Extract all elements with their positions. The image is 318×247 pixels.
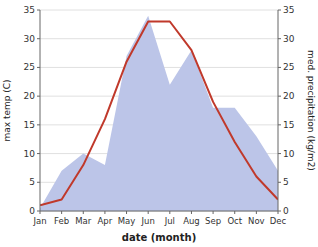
y2-tick-label: 35 — [283, 5, 294, 15]
x-tick-label: Aug — [183, 216, 200, 226]
y-tick-label: 35 — [24, 5, 35, 15]
y2-tick-label: 20 — [283, 91, 295, 101]
y-axis — [40, 10, 41, 211]
x-tick — [278, 211, 279, 214]
y2-axis — [278, 10, 279, 211]
y-tick-label: 25 — [24, 62, 35, 72]
x-tick-label: Mar — [75, 216, 92, 226]
y2-tick-label: 15 — [283, 120, 294, 130]
y-axis-label: max temp (C) — [2, 79, 12, 141]
x-tick — [126, 211, 127, 214]
y-tick-label: 10 — [24, 149, 36, 159]
grid-line — [40, 211, 278, 212]
y-tick-label: 20 — [24, 91, 36, 101]
x-tick-label: Dec — [270, 216, 287, 226]
x-tick — [169, 211, 170, 214]
x-tick — [104, 211, 105, 214]
y2-axis-label: med. precipitation (kg/m2) — [306, 50, 316, 171]
temp-line — [40, 21, 278, 205]
x-tick-label: Feb — [54, 216, 69, 226]
y-tick-label: 15 — [24, 120, 35, 130]
x-tick — [83, 211, 84, 214]
x-tick — [61, 211, 62, 214]
y-tick-label: 0 — [29, 206, 35, 216]
grid-line — [40, 10, 278, 11]
precip-area — [40, 16, 278, 211]
x-tick — [191, 211, 192, 214]
x-tick-label: Jan — [32, 216, 46, 226]
x-tick-label: Sep — [205, 216, 221, 226]
x-tick — [148, 211, 149, 214]
x-tick-label: Apr — [98, 216, 113, 226]
plot-area — [40, 16, 278, 211]
x-tick-label: Jul — [164, 216, 175, 226]
y2-tick-label: 30 — [283, 34, 295, 44]
grid — [40, 10, 278, 211]
x-tick-label: Jun — [141, 216, 155, 226]
y2-tick-label: 5 — [283, 177, 289, 187]
x-tick-label: Oct — [227, 216, 242, 226]
x-tick-label: Nov — [248, 216, 265, 226]
y2-tick-label: 0 — [283, 206, 289, 216]
grid-line — [40, 38, 278, 39]
x-tick — [213, 211, 214, 214]
x-axis-label: date (month) — [122, 232, 196, 243]
y-tick-label: 5 — [29, 177, 35, 187]
x-tick — [40, 211, 41, 214]
x-tick — [234, 211, 235, 214]
y-tick-label: 30 — [24, 34, 36, 44]
x-tick — [256, 211, 257, 214]
y2-tick-label: 25 — [283, 62, 294, 72]
y2-tick-label: 10 — [283, 149, 295, 159]
chart: 0 5 10 15 20 25 30 35 0 5 10 15 20 25 30 35 Jan Feb Mar Apr… — [0, 0, 318, 247]
x-tick-label: May — [118, 216, 136, 226]
x-axis — [40, 211, 278, 212]
